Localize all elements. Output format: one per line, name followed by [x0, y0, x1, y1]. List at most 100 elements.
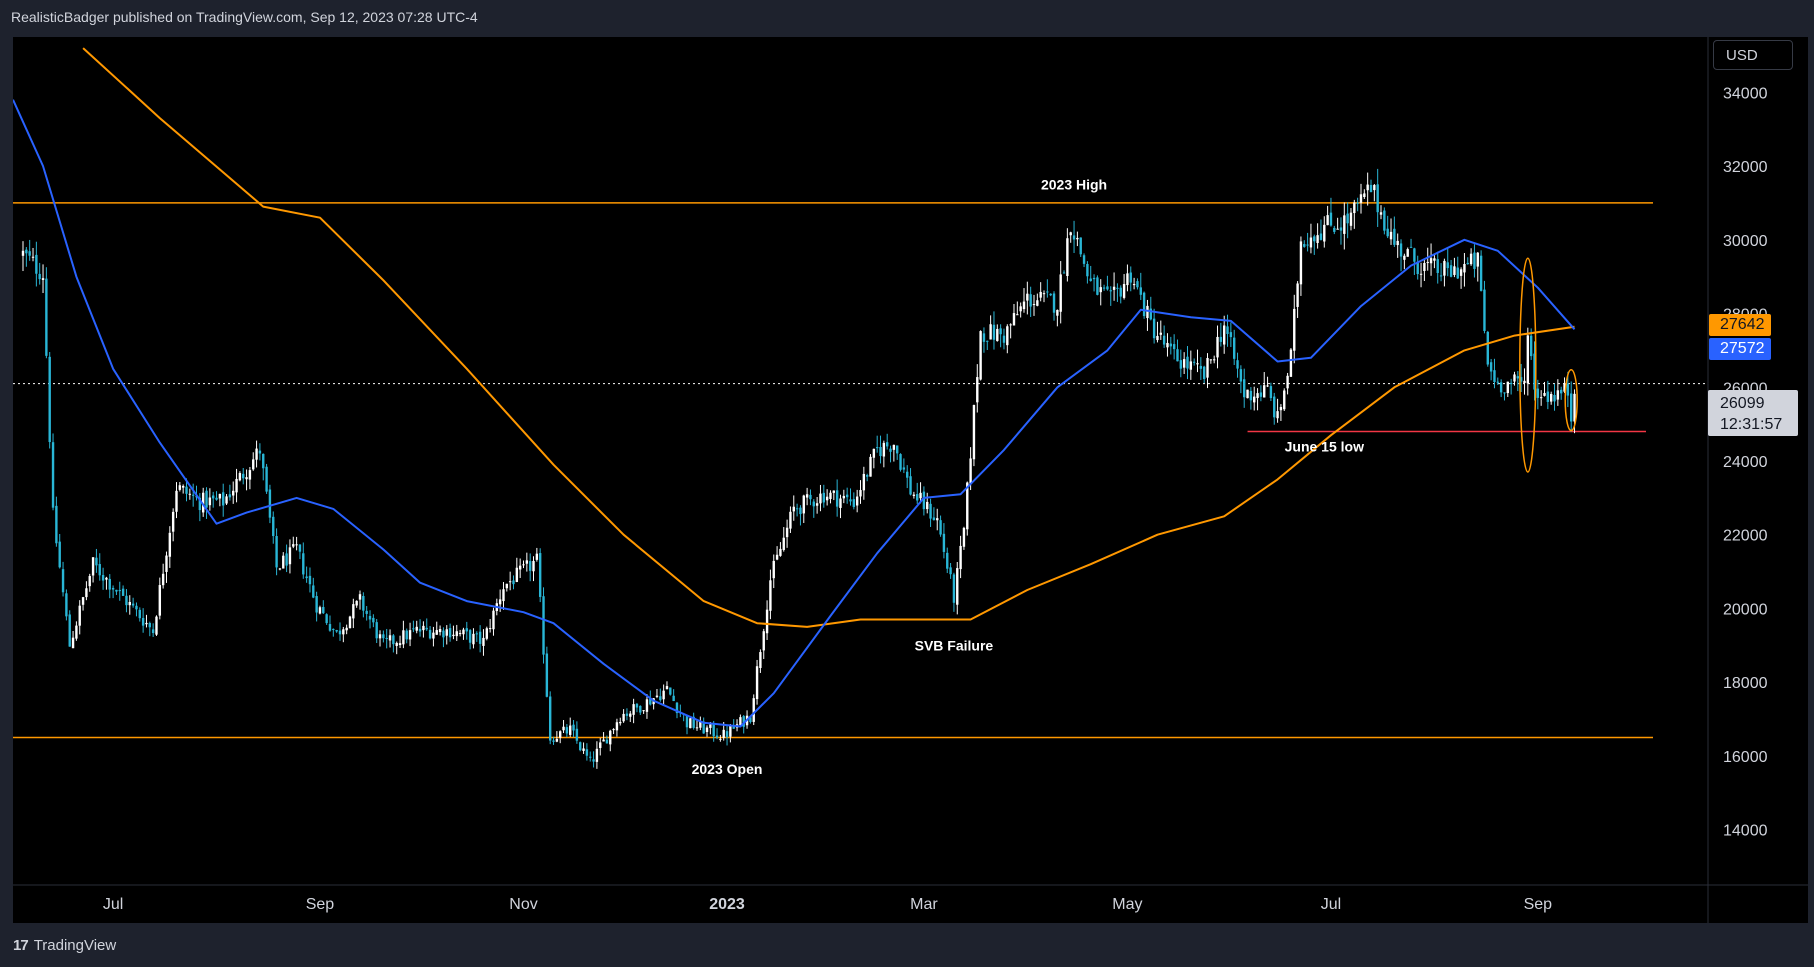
candle-body — [926, 501, 929, 510]
candle-body — [1192, 361, 1196, 363]
candle-body — [345, 627, 348, 631]
candle-body — [435, 630, 438, 635]
candle-body — [1216, 336, 1219, 358]
x-tick-label: May — [1112, 896, 1142, 913]
candle-body — [752, 698, 755, 722]
candle-body — [535, 553, 539, 560]
candle-body — [1439, 275, 1443, 277]
candle-body — [308, 575, 312, 585]
candle-body — [889, 448, 892, 452]
candle-body — [1379, 212, 1383, 215]
candle-body — [178, 485, 182, 490]
candle-body — [88, 576, 91, 587]
currency-selector[interactable]: USD — [1713, 40, 1793, 70]
candle-body — [295, 544, 298, 546]
candle-body — [1012, 313, 1016, 326]
candle-body — [622, 713, 625, 722]
candle-body — [161, 573, 165, 586]
candle-body — [405, 630, 408, 640]
ma-fast-line — [13, 99, 1576, 728]
candle-body — [372, 617, 375, 623]
candle-body — [1353, 202, 1356, 214]
candle-body — [772, 560, 775, 579]
candle-body — [512, 580, 515, 585]
candle-body — [1233, 337, 1236, 359]
candle-body — [1036, 300, 1039, 306]
price-chart[interactable]: 2023 High SVB Failure 2023 Open June 15 low… — [13, 37, 1808, 923]
candle-body — [1296, 283, 1299, 307]
candle-body — [1049, 293, 1052, 296]
candle-body — [498, 599, 502, 605]
candle-body — [1152, 318, 1156, 339]
candle-body — [822, 492, 825, 503]
candle-body — [148, 623, 152, 628]
candle-body — [1533, 353, 1536, 390]
candle-body — [565, 727, 569, 734]
candle-body — [775, 554, 779, 560]
candle-body — [1496, 381, 1499, 383]
candle-body — [602, 739, 605, 742]
candle-body — [1299, 241, 1303, 285]
candle-body — [692, 716, 695, 728]
candle-body — [1566, 383, 1570, 396]
candle-body — [392, 635, 395, 645]
candle-body — [45, 278, 48, 356]
tradingview-footer[interactable]: 17 TradingView — [13, 935, 116, 955]
candle-body — [1219, 336, 1223, 342]
candle-body — [131, 603, 135, 606]
candle-body — [815, 503, 819, 506]
candle-body — [812, 501, 815, 507]
candle-body — [939, 520, 942, 535]
candle-body — [305, 576, 308, 579]
candle-body — [1052, 293, 1056, 313]
y-tick-label: 30000 — [1723, 233, 1768, 250]
candle-body — [835, 490, 839, 507]
candle-body — [278, 568, 282, 570]
candle-body — [709, 724, 712, 728]
candle-body — [949, 567, 952, 575]
candle-body — [1423, 262, 1426, 272]
candle-body — [1066, 238, 1069, 277]
candle-body — [191, 494, 195, 496]
candle-body — [829, 492, 832, 499]
candle-body — [98, 564, 101, 576]
candle-body — [1149, 308, 1152, 320]
candle-body — [445, 629, 448, 636]
candle-body — [141, 617, 145, 626]
candle-body — [1479, 255, 1483, 291]
candle-body — [482, 637, 485, 646]
candle-body — [1236, 360, 1239, 369]
candle-body — [1243, 379, 1246, 398]
candle-body — [1072, 235, 1076, 240]
candle-body — [712, 724, 715, 737]
candle-body — [1276, 411, 1279, 419]
candle-body — [1206, 358, 1209, 378]
candle-body — [542, 596, 545, 655]
candle-body — [959, 545, 962, 570]
candle-body — [1426, 261, 1429, 263]
candle-body — [662, 690, 665, 700]
candle-body — [235, 478, 238, 493]
last-price-value: 26099 — [1720, 395, 1765, 412]
candle-body — [739, 717, 742, 726]
candle-body — [515, 567, 519, 582]
candle-body — [1346, 213, 1349, 224]
candle-body — [899, 454, 902, 470]
candle-body — [685, 715, 689, 728]
candle-body — [962, 527, 966, 547]
candle-body — [969, 458, 972, 484]
tradingview-logo-icon: 17 — [13, 936, 29, 954]
candle-body — [455, 631, 458, 637]
candle-body — [1569, 393, 1573, 422]
candle-body — [765, 609, 769, 634]
candle-body — [198, 497, 202, 511]
candle-body — [1563, 383, 1566, 392]
candle-body — [1453, 266, 1456, 275]
candle-body — [1499, 382, 1503, 393]
candle-body — [996, 328, 999, 342]
candle-body — [702, 721, 705, 734]
candle-body — [211, 495, 215, 499]
candle-body — [982, 333, 986, 342]
candle-body — [362, 596, 365, 611]
candle-body — [1212, 359, 1216, 361]
